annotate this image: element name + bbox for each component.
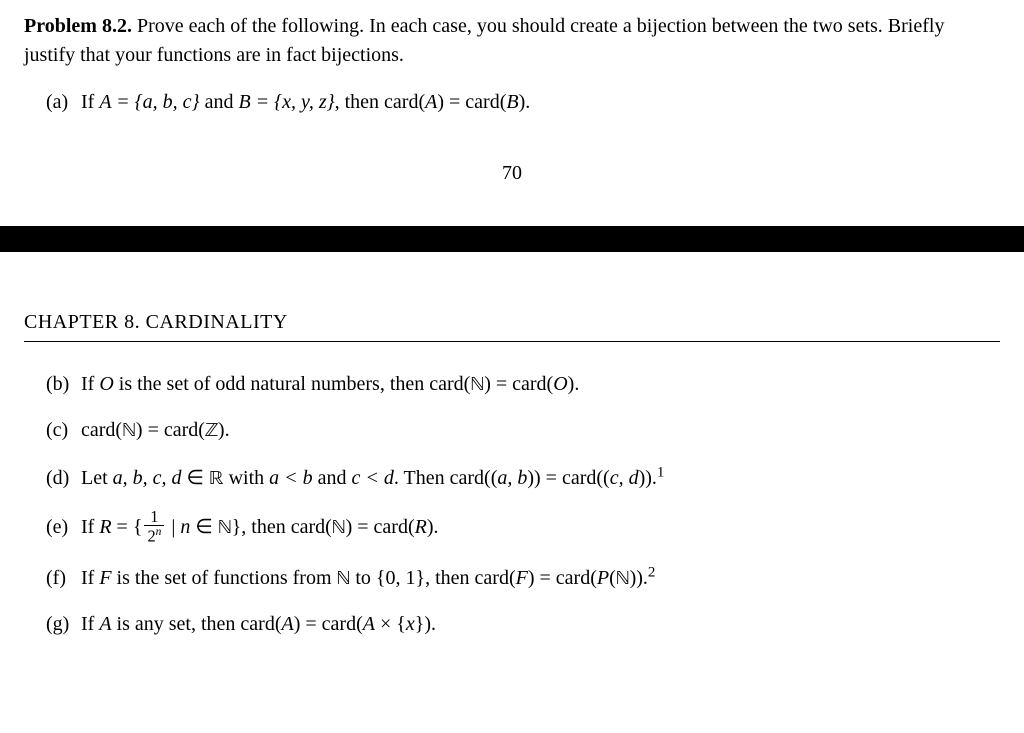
- item-d: (d) Let a, b, c, d ∈ ℝ with a < b and c …: [24, 462, 1000, 494]
- chapter-header: CHAPTER 8. CARDINALITY: [24, 308, 1000, 341]
- item-g: (g) If A is any set, then card(A) = card…: [24, 610, 1000, 639]
- problem-header: Problem 8.2. Prove each of the following…: [24, 12, 1000, 70]
- footnote-mark-2: 2: [648, 565, 656, 581]
- item-g-label: (g): [46, 610, 76, 639]
- page-divider-bar: [0, 226, 1024, 252]
- item-a-text: If A = {a, b, c} and B = {x, y, z}, then…: [81, 91, 530, 113]
- item-c-label: (c): [46, 416, 76, 445]
- item-c-text: card(ℕ) = card(ℤ).: [81, 419, 230, 441]
- item-b-label: (b): [46, 370, 76, 399]
- chapter-rule: [24, 341, 1000, 342]
- item-g-text: If A is any set, then card(A) = card(A ×…: [81, 613, 436, 635]
- item-a: (a) If A = {a, b, c} and B = {x, y, z}, …: [24, 88, 1000, 117]
- item-d-label: (d): [46, 464, 76, 493]
- item-d-text: Let a, b, c, d ∈ ℝ with a < b and c < d.…: [81, 467, 664, 489]
- item-c: (c) card(ℕ) = card(ℤ).: [24, 416, 1000, 446]
- item-a-label: (a): [46, 88, 76, 117]
- item-list-continued: (b) If O is the set of odd natural numbe…: [24, 370, 1000, 639]
- item-e-label: (e): [46, 513, 76, 542]
- footnote-mark-1: 1: [657, 464, 665, 480]
- item-e-text: If R = {12n | n ∈ ℕ}, then card(ℕ) = car…: [81, 516, 439, 538]
- item-f-label: (f): [46, 564, 76, 593]
- item-f: (f) If F is the set of functions from ℕ …: [24, 563, 1000, 595]
- item-b-text: If O is the set of odd natural numbers, …: [81, 373, 579, 395]
- page-number: 70: [24, 159, 1000, 188]
- fraction: 12n: [144, 508, 164, 545]
- problem-statement: Prove each of the following. In each cas…: [24, 15, 944, 66]
- problem-label: Problem 8.2.: [24, 15, 132, 37]
- item-e: (e) If R = {12n | n ∈ ℕ}, then card(ℕ) =…: [24, 510, 1000, 547]
- item-f-text: If F is the set of functions from ℕ to {…: [81, 567, 655, 589]
- item-b: (b) If O is the set of odd natural numbe…: [24, 370, 1000, 400]
